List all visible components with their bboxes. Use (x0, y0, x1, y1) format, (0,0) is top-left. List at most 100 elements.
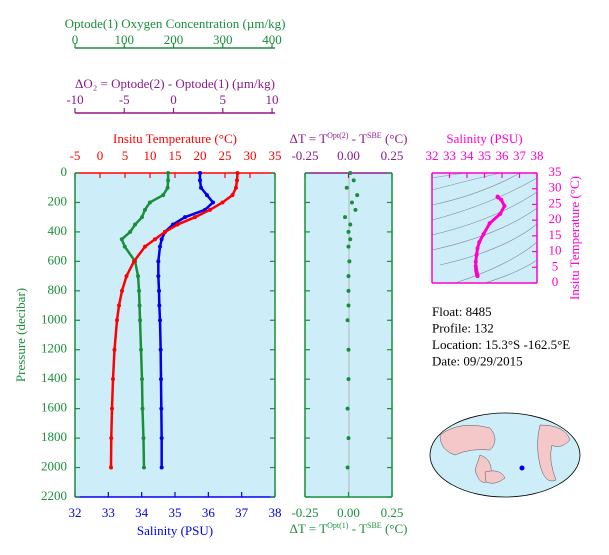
point (345, 465, 350, 470)
y-tick-label: 15 (549, 227, 562, 242)
profile-point (147, 200, 152, 205)
profile-point (166, 171, 171, 175)
y-tick-label: 800 (48, 282, 68, 297)
profile-point (120, 288, 124, 293)
profile-point (234, 185, 238, 190)
profile-point (220, 200, 225, 205)
point (346, 377, 351, 382)
y-tick-label: 20 (549, 211, 562, 226)
title-part: (°C) (382, 521, 408, 536)
profile-point (235, 178, 239, 183)
point (345, 406, 350, 411)
y-tick-label: 600 (48, 252, 68, 267)
profile-point (157, 288, 161, 293)
x-tick-label: 35 (478, 148, 491, 163)
x-tick-label: 36 (496, 148, 510, 163)
point (346, 244, 351, 249)
info-line: Date: 09/29/2015 (432, 353, 523, 368)
profile-point (159, 465, 164, 470)
axis-title: ΔO₂ = Optode(2) - Optode(1) (µm/kg) (75, 76, 275, 91)
x-tick-label: -0.25 (291, 505, 318, 520)
profile-point (165, 185, 170, 190)
x-tick-label: 5 (122, 148, 129, 163)
x-tick-label: 37 (235, 505, 249, 520)
y-tick-label: 0 (61, 164, 68, 179)
y-tick-label: 35 (549, 164, 562, 179)
x-tick-label: 100 (115, 32, 135, 47)
profile-point (199, 185, 203, 190)
profile-point (158, 244, 162, 249)
x-tick-label: 34 (461, 148, 475, 163)
axis-title: Salinity (PSU) (137, 523, 213, 538)
x-tick-label: -0.25 (291, 148, 318, 163)
x-tick-label: 20 (194, 148, 207, 163)
profile-point (198, 171, 202, 175)
world-map (429, 412, 581, 498)
y-axis-title: Insitu Temperature (°C) (567, 176, 582, 300)
profile-point (208, 207, 212, 212)
y-tick-label: 1000 (41, 311, 67, 326)
point (347, 259, 352, 264)
x-tick-label: 38 (531, 148, 544, 163)
profile-point (159, 406, 164, 411)
x-tick-label: 33 (102, 505, 115, 520)
x-tick-label: -10 (66, 92, 83, 107)
y-tick-label: 1600 (41, 400, 67, 415)
profile-point (142, 207, 147, 212)
profile-point (156, 274, 161, 279)
profile-point (205, 193, 209, 198)
x-tick-label: 0.00 (337, 148, 360, 163)
profile-point (137, 288, 142, 293)
x-tick-label: 0.25 (381, 148, 404, 163)
ts-point (474, 252, 479, 257)
x-tick-label: 37 (513, 148, 527, 163)
x-tick-label: 15 (169, 148, 182, 163)
x-tick-label: 34 (135, 505, 149, 520)
profile-point (235, 171, 240, 175)
info-line: Location: 15.3°S -162.5°E (432, 337, 570, 352)
point (346, 274, 351, 279)
y-tick-label: 400 (48, 223, 68, 238)
profile-point (139, 347, 144, 352)
point (348, 171, 353, 175)
profile-point (211, 200, 215, 205)
ts-point (481, 232, 486, 237)
point (346, 436, 351, 441)
profile-point (122, 244, 127, 249)
profile-point (139, 215, 144, 220)
profile-point (139, 377, 144, 382)
title-part: (°C) (382, 131, 408, 146)
profile-point (133, 222, 138, 227)
profile-point (119, 237, 124, 242)
profile-point (132, 259, 136, 264)
profile-point (159, 237, 164, 242)
x-tick-label: 0 (170, 92, 177, 107)
x-tick-label: 0.00 (337, 505, 360, 520)
y-tick-label: 5 (552, 258, 559, 273)
profile-point (110, 406, 114, 411)
point (343, 215, 348, 220)
profile-point (128, 229, 133, 234)
point (344, 185, 349, 190)
title-part: ΔT = T (290, 131, 328, 146)
profile-point (109, 465, 113, 470)
ts-point (477, 240, 482, 245)
point (346, 347, 351, 352)
profile-point (156, 259, 161, 264)
profile-point (193, 215, 197, 220)
profile-point (136, 274, 141, 279)
ts-point (496, 195, 501, 200)
ts-point (473, 259, 478, 264)
ts-point (499, 197, 504, 202)
y-tick-label: 30 (549, 180, 562, 195)
profile-point (138, 318, 143, 323)
axis-title: Salinity (PSU) (446, 131, 522, 146)
x-tick-label: 5 (220, 92, 227, 107)
title-part: ΔT = T (290, 521, 328, 536)
x-tick-label: 32 (69, 505, 82, 520)
info-line: Float: 8485 (432, 304, 492, 319)
axis-title: ΔT = TOpt(2) - TSBE (°C) (290, 131, 408, 146)
info-line: Profile: 132 (432, 320, 494, 335)
point (355, 193, 360, 198)
